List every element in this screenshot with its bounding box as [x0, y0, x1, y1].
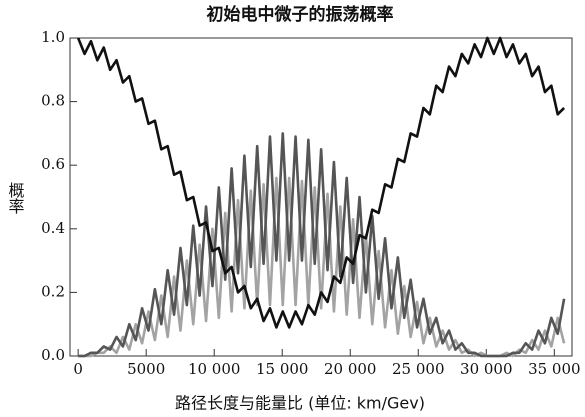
x-axis-label: 路径长度与能量比 (单位: km/Gev) — [175, 394, 425, 413]
y-axis-label: 概率 — [6, 182, 25, 214]
series-line — [78, 176, 566, 358]
y-tick-label: 1.0 — [41, 28, 65, 46]
x-tick-label: 30 000 — [460, 360, 513, 378]
series-line — [78, 132, 566, 358]
x-tick-label: 5000 — [127, 360, 165, 378]
y-tick-label: 0.0 — [41, 346, 65, 364]
chart-title: 初始电中微子的振荡概率 — [207, 4, 394, 25]
plot-frame — [69, 37, 573, 357]
x-tick-label: 25 000 — [392, 360, 445, 378]
series-line — [76, 36, 566, 329]
x-tick-label: 35 000 — [528, 360, 581, 378]
y-tick-label: 0.8 — [41, 92, 65, 110]
x-tick-label: 15 000 — [256, 360, 309, 378]
x-tick-label: 0 — [73, 360, 83, 378]
x-tick-label: 10 000 — [188, 360, 241, 378]
y-tick-label: 0.4 — [41, 219, 65, 237]
x-tick-label: 20 000 — [324, 360, 377, 378]
y-tick-label: 0.2 — [41, 282, 65, 300]
y-tick-label: 0.6 — [41, 155, 65, 173]
